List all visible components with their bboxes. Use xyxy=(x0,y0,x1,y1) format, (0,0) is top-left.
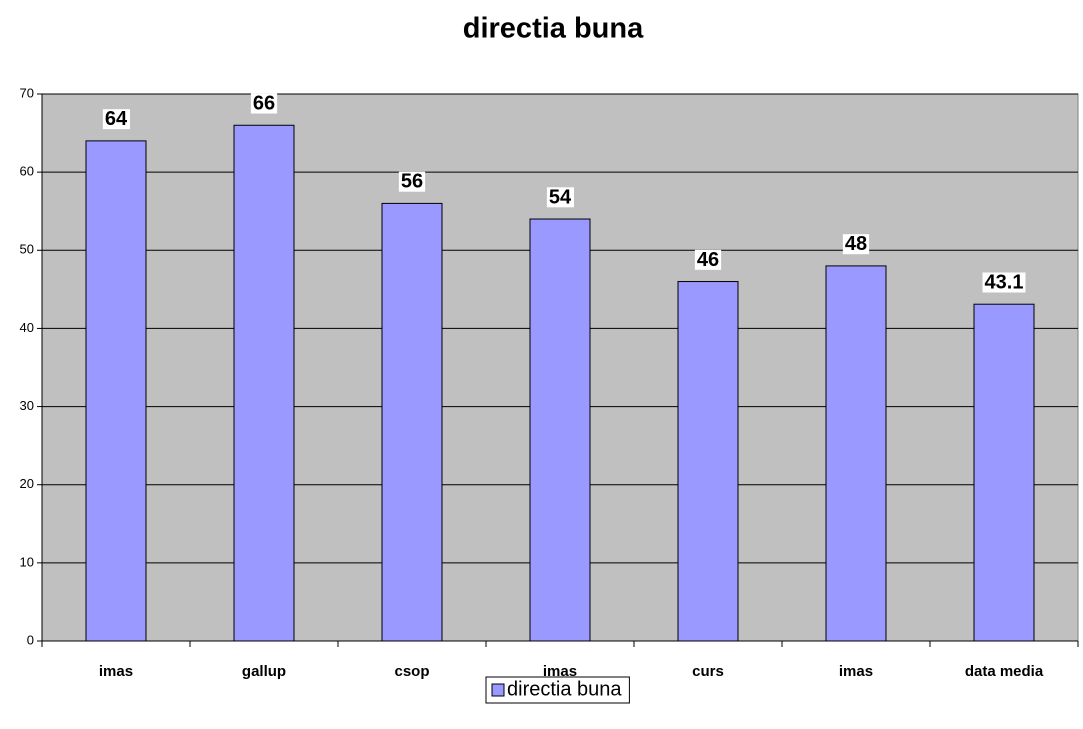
data-label: 56 xyxy=(401,171,423,193)
y-tick-label: 20 xyxy=(20,476,34,491)
bar xyxy=(973,303,1035,642)
x-tick-label: imas xyxy=(839,663,873,680)
data-label-bg xyxy=(694,249,722,270)
bar xyxy=(381,202,443,642)
data-label: 43.1 xyxy=(985,271,1024,293)
bar xyxy=(85,140,147,642)
x-tick-label: data media xyxy=(965,663,1044,680)
data-label: 48 xyxy=(845,233,867,255)
chart-title: directia buna xyxy=(463,13,644,45)
data-label-bg xyxy=(102,109,130,130)
data-label-bg xyxy=(398,171,426,192)
y-tick-label: 30 xyxy=(20,398,34,413)
bar xyxy=(677,281,739,642)
y-tick-label: 70 xyxy=(20,85,34,100)
x-tick-label: csop xyxy=(394,663,429,680)
bar xyxy=(233,124,295,642)
y-tick-label: 60 xyxy=(20,164,34,179)
data-label: 64 xyxy=(105,108,128,130)
bar xyxy=(529,218,591,642)
x-tick-label: imas xyxy=(543,663,577,680)
bar xyxy=(825,265,887,642)
legend-box xyxy=(485,676,630,704)
data-label: 66 xyxy=(253,93,275,115)
x-tick-label: curs xyxy=(692,663,724,680)
legend-swatch xyxy=(491,683,505,697)
data-label-bg xyxy=(842,234,870,255)
data-label: 54 xyxy=(549,186,572,208)
y-tick-label: 50 xyxy=(20,242,34,257)
y-tick-label: 0 xyxy=(27,632,34,647)
data-label-bg xyxy=(982,272,1026,293)
x-tick-label: imas xyxy=(99,663,133,680)
data-label-bg xyxy=(250,93,278,114)
data-label: 46 xyxy=(697,249,719,271)
y-tick-label: 40 xyxy=(20,320,34,335)
x-tick-label: gallup xyxy=(242,663,286,680)
legend-label: directia buna xyxy=(507,678,622,700)
data-label-bg xyxy=(546,187,574,208)
y-tick-label: 10 xyxy=(20,554,34,569)
